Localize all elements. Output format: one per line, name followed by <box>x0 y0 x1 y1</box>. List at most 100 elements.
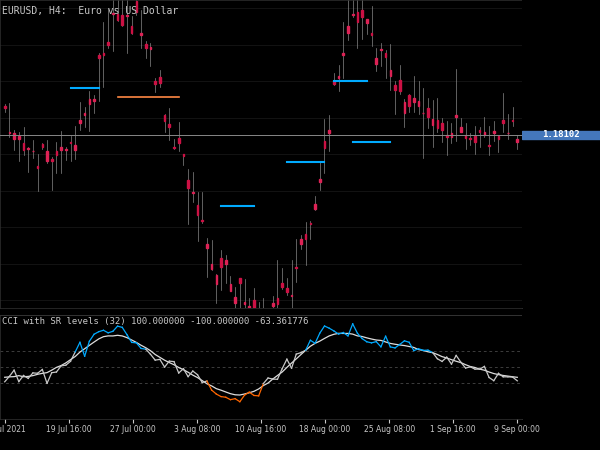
Bar <box>84 113 85 115</box>
Bar <box>295 267 297 268</box>
Bar <box>413 98 415 102</box>
Bar <box>159 77 161 83</box>
Bar <box>46 151 48 161</box>
Bar <box>451 133 452 137</box>
Bar <box>328 130 330 133</box>
Bar <box>121 15 123 25</box>
Bar <box>291 295 292 296</box>
Bar <box>248 306 250 316</box>
Bar <box>56 151 57 155</box>
Bar <box>432 119 433 125</box>
Bar <box>389 70 391 76</box>
Bar <box>310 223 311 224</box>
Bar <box>272 303 274 306</box>
Bar <box>131 26 133 33</box>
Text: EURUSD, H4:  Euro vs US Dollar: EURUSD, H4: Euro vs US Dollar <box>2 6 178 16</box>
Bar <box>371 33 373 35</box>
Bar <box>4 106 5 108</box>
Bar <box>493 130 494 133</box>
Bar <box>258 312 259 315</box>
Bar <box>136 1 137 12</box>
Bar <box>469 138 471 139</box>
Bar <box>277 298 278 304</box>
Bar <box>79 120 81 123</box>
Bar <box>361 10 363 18</box>
Bar <box>103 53 104 55</box>
Bar <box>366 19 368 23</box>
Bar <box>182 154 184 156</box>
Bar <box>479 130 481 132</box>
Bar <box>206 244 208 248</box>
Bar <box>41 144 43 147</box>
Bar <box>404 102 405 113</box>
Bar <box>465 135 466 138</box>
Bar <box>154 81 156 84</box>
Bar <box>117 14 118 20</box>
Bar <box>239 279 241 284</box>
Bar <box>178 138 179 143</box>
Bar <box>202 220 203 221</box>
Bar <box>187 180 189 188</box>
Bar <box>220 258 222 267</box>
Bar <box>418 101 419 106</box>
Bar <box>427 108 429 117</box>
Bar <box>61 147 62 150</box>
Bar <box>74 145 76 150</box>
Bar <box>460 127 461 132</box>
Bar <box>446 135 448 137</box>
Bar <box>385 53 386 57</box>
Bar <box>338 76 340 78</box>
Bar <box>522 131 600 139</box>
Bar <box>107 42 109 45</box>
Bar <box>422 112 424 113</box>
Bar <box>93 99 95 101</box>
Bar <box>23 144 25 150</box>
Bar <box>98 55 100 58</box>
Bar <box>305 234 307 239</box>
Bar <box>230 284 231 291</box>
Bar <box>13 133 15 139</box>
Bar <box>173 147 175 148</box>
Bar <box>145 44 146 48</box>
Bar <box>512 120 514 121</box>
Bar <box>164 115 166 122</box>
Bar <box>126 15 128 16</box>
Bar <box>28 148 29 149</box>
Bar <box>18 135 20 139</box>
Bar <box>484 132 485 135</box>
Bar <box>149 47 151 50</box>
Bar <box>286 288 287 292</box>
Bar <box>281 283 283 287</box>
Bar <box>517 139 518 142</box>
Bar <box>112 13 113 14</box>
Bar <box>343 53 344 55</box>
Bar <box>37 166 38 168</box>
Bar <box>394 85 396 90</box>
Text: 1.18102: 1.18102 <box>542 130 580 140</box>
Bar <box>409 95 410 106</box>
Bar <box>169 124 170 127</box>
Bar <box>215 275 217 284</box>
Bar <box>376 58 377 64</box>
Bar <box>352 14 353 15</box>
Bar <box>235 297 236 303</box>
Bar <box>437 120 438 128</box>
Bar <box>455 115 457 117</box>
Bar <box>399 81 401 91</box>
Bar <box>314 204 316 209</box>
Bar <box>319 179 320 182</box>
Bar <box>51 159 53 161</box>
Bar <box>347 26 349 33</box>
Bar <box>441 123 443 130</box>
Bar <box>380 49 382 50</box>
Bar <box>497 136 499 139</box>
Bar <box>140 33 142 35</box>
Bar <box>192 192 194 193</box>
Text: CCI with SR levels (32) 100.000000 -100.000000 -63.361776: CCI with SR levels (32) 100.000000 -100.… <box>2 317 308 326</box>
Bar <box>474 136 476 142</box>
Bar <box>244 302 245 304</box>
Bar <box>502 120 504 123</box>
Bar <box>356 12 358 22</box>
Bar <box>8 131 10 133</box>
Bar <box>225 261 227 265</box>
